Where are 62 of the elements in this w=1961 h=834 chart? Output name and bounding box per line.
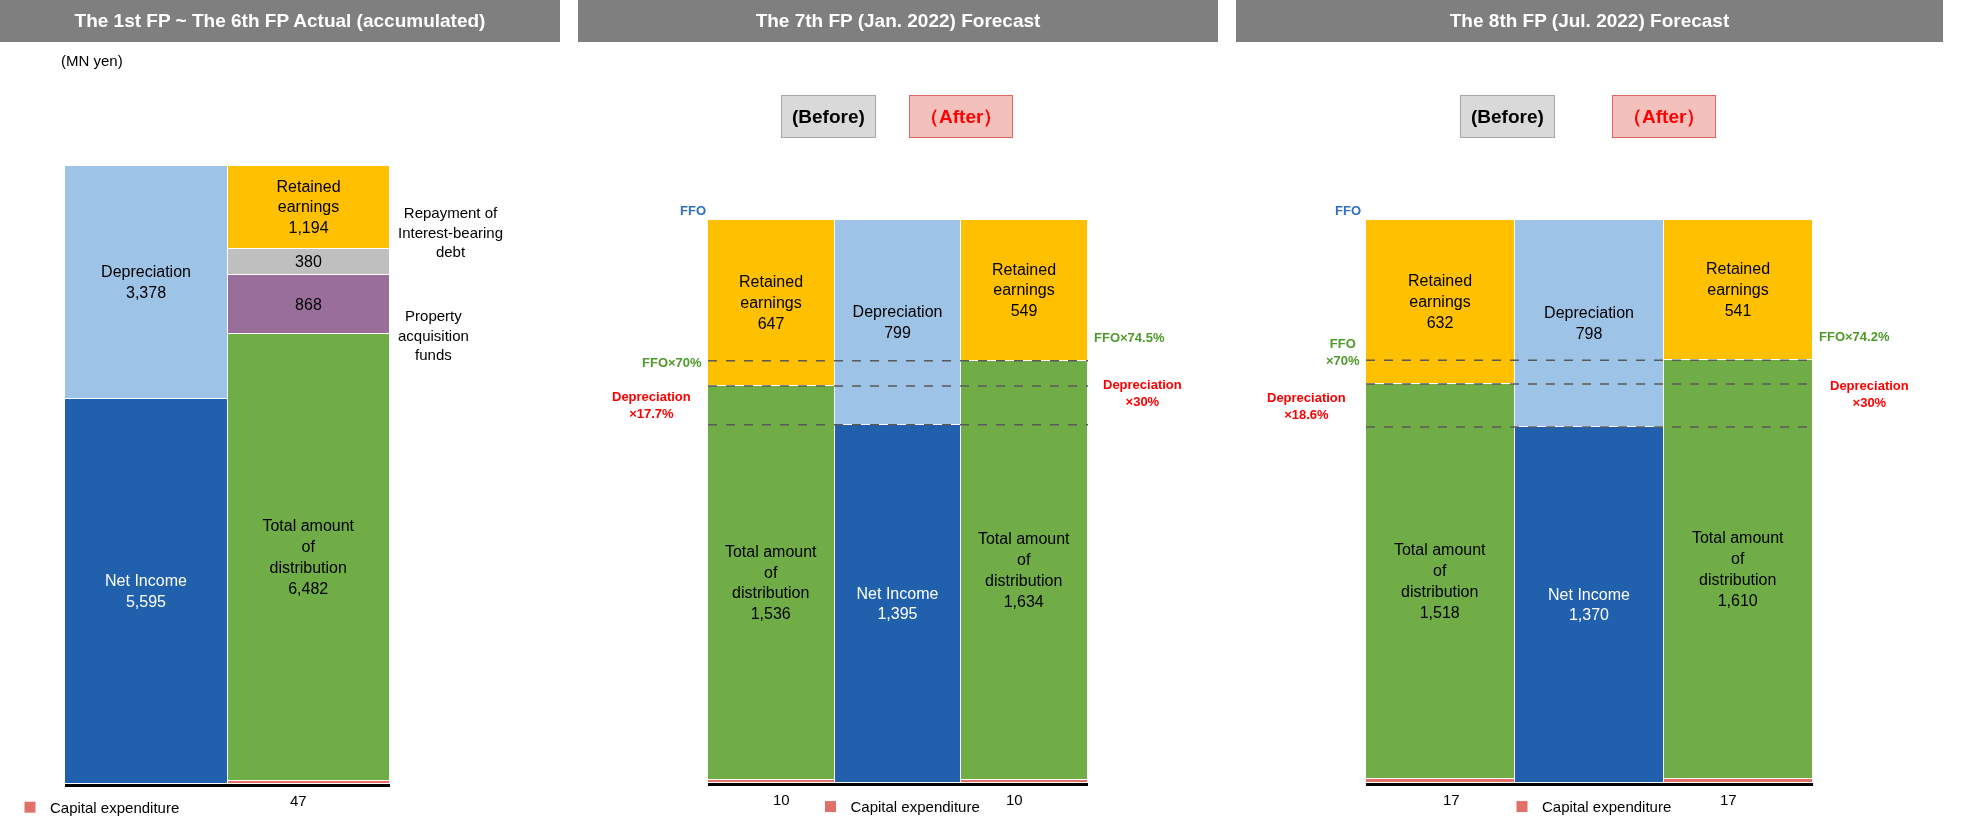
data-label: 17 (1720, 791, 1737, 808)
legend-label: Capital expenditure (1542, 798, 1672, 816)
data-label: 1,518 (1419, 603, 1460, 621)
chart-title: The 1st FP ~ The 6th FP Actual (accumulated) (0, 0, 560, 42)
data-label: 1,395 (877, 605, 918, 623)
ref-line-label: FFO×74.2% (1819, 329, 1890, 344)
series-label: Depreciation (101, 263, 191, 281)
data-label: 1,536 (750, 605, 791, 623)
series-label: Property acquisition funds (398, 307, 469, 363)
text: Retained earnings (991, 260, 1057, 299)
text: Depreciation ×30% (1103, 377, 1182, 409)
series-label: Depreciation (1544, 304, 1634, 322)
chart-title: The 7th FP (Jan. 2022) Forecast (578, 0, 1218, 42)
series-label: Total amount of distribution (262, 517, 355, 576)
text: （After） (1623, 106, 1706, 127)
data-label: 549 (1010, 302, 1038, 320)
series-label: Repayment of Interest-bearing debt (398, 204, 504, 260)
data-label: 6,482 (288, 579, 329, 597)
data-label: 647 (757, 314, 785, 332)
series-label: Retained earnings (1705, 260, 1771, 298)
text: FFO (680, 203, 706, 218)
data-label: 799 (884, 323, 911, 341)
data-label: 868 (295, 295, 322, 313)
chart-title: The 8th FP (Jul. 2022) Forecast (1236, 0, 1943, 42)
data-label: 10 (1006, 791, 1023, 808)
text: (Before) (792, 106, 865, 127)
data-label: 10 (773, 791, 790, 808)
data-label: 1,370 (1568, 606, 1610, 624)
data-label: 380 (295, 253, 322, 270)
series-label: Retained earnings (276, 177, 341, 216)
series-label: Net Income (1548, 585, 1630, 603)
data-label: 5,595 (125, 592, 167, 610)
ref-line-label: FFO×70% (642, 355, 703, 370)
text: FFO (1335, 203, 1361, 218)
series-label: Depreciation (852, 303, 943, 321)
data-label: 47 (290, 792, 307, 809)
text: Total amount of distribution (1691, 529, 1784, 588)
data-label: 17 (1443, 791, 1460, 808)
text: (Before) (1471, 106, 1544, 127)
series-label: Total amount of distribution (724, 542, 818, 602)
data-label: 1,610 (1717, 591, 1758, 609)
legend-label: Capital expenditure (50, 799, 180, 817)
data-label: 1,634 (1003, 592, 1044, 610)
text: Depreciation ×17.7% (612, 389, 691, 421)
text: Depreciation ×18.6% (1267, 390, 1346, 422)
text: Depreciation ×30% (1830, 378, 1909, 410)
ref-line-label: FFO×74.5% (1094, 330, 1165, 345)
text: Retained earnings (1407, 272, 1473, 310)
data-label: 798 (1575, 324, 1603, 342)
text: Total amount of distribution (977, 530, 1070, 589)
series-label: Total amount of distribution (1393, 541, 1487, 600)
text: （After） (920, 106, 1003, 127)
ref-line-label: FFO ×70% (1326, 336, 1361, 368)
text: (MN yen) (61, 52, 123, 69)
data-label: 541 (1724, 301, 1752, 319)
data-label: 1,194 (288, 219, 329, 237)
series-label: Net Income (105, 572, 187, 590)
legend-label: Capital expenditure (850, 798, 980, 816)
series-label: Retained earnings (738, 273, 804, 311)
data-label: 3,378 (125, 283, 167, 301)
series-label: Net Income (856, 584, 939, 602)
data-label: 632 (1426, 313, 1454, 331)
